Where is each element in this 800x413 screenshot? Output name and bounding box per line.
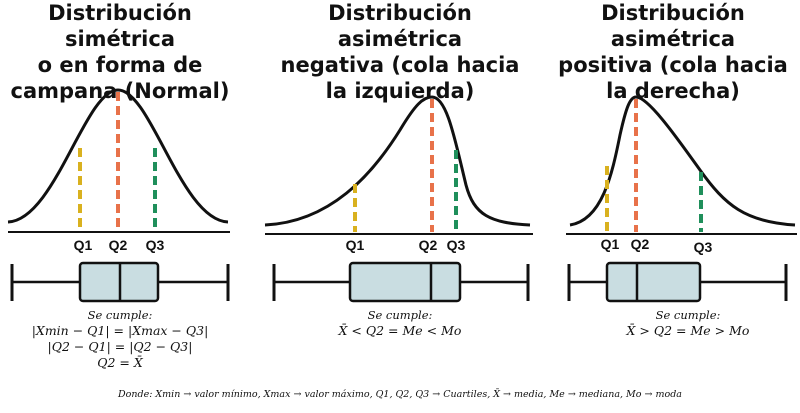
symmetric-condition-header: Se cumple: <box>87 308 153 322</box>
positive-skew-title-line-2: positiva (cola hacia <box>558 53 788 77</box>
negative-skew-q3-label: Q3 <box>447 237 466 253</box>
positive-skew-boxplot-box <box>605 261 702 303</box>
symmetric-title-line-1: Distribución simétrica <box>48 1 192 51</box>
negative-skew-q1-label: Q1 <box>346 237 365 253</box>
symmetric-conditions: Se cumple: |Xmin − Q1| = |Xmax − Q3| |Q2… <box>0 307 245 371</box>
positive-skew-panel-graphics: Q1 Q2 Q3 <box>566 95 797 303</box>
negative-skew-title-line-1: Distribución asimétrica <box>328 1 472 51</box>
positive-skew-title-line-3: la derecha) <box>606 79 740 103</box>
symmetric-condition-line: Q2 = X̄ <box>97 355 143 370</box>
footer-legend: Donde: Xmin → valor mínimo, Xmax → valor… <box>118 389 682 400</box>
symmetric-q2-label: Q2 <box>109 237 128 253</box>
positive-skew-condition-header: Se cumple: <box>655 308 721 322</box>
symmetric-q3-label: Q3 <box>146 237 165 253</box>
symmetric-q1-label: Q1 <box>74 237 93 253</box>
symmetric-title: Distribución simétrica o en forma de cam… <box>0 0 245 104</box>
positive-skew-title-line-1: Distribución asimétrica <box>601 1 745 51</box>
positive-skew-q1-label: Q1 <box>601 236 620 252</box>
negative-skew-title: Distribución asimétrica negativa (cola h… <box>275 0 525 104</box>
positive-skew-title: Distribución asimétrica positiva (cola h… <box>548 0 798 104</box>
positive-skew-q3-label: Q3 <box>694 239 713 255</box>
negative-skew-title-line-2: negativa (cola hacia <box>280 53 520 77</box>
positive-skew-curve <box>569 95 796 227</box>
negative-skew-conditions: Se cumple: X̄ < Q2 = Me < Mo <box>275 307 525 339</box>
symmetric-title-line-2: o en forma de <box>37 53 203 77</box>
negative-skew-boxplot-box <box>348 261 462 303</box>
positive-skew-q2-label: Q2 <box>631 236 650 252</box>
positive-skew-conditions: Se cumple: X̄ > Q2 = Me > Mo <box>563 307 800 339</box>
negative-skew-panel-graphics: Q1 Q2 Q3 <box>264 95 533 303</box>
negative-skew-curve <box>264 95 531 227</box>
symmetric-title-line-3: campana (Normal) <box>10 79 230 103</box>
symmetric-condition-line: |Q2 − Q1| = |Q2 − Q3| <box>47 339 193 354</box>
negative-skew-q2-label: Q2 <box>419 237 438 253</box>
negative-skew-condition-header: Se cumple: <box>367 308 433 322</box>
negative-skew-condition-line: X̄ < Q2 = Me < Mo <box>338 323 462 338</box>
symmetric-curve <box>7 88 229 224</box>
symmetric-panel-graphics: Q1 Q2 Q3 <box>7 88 230 303</box>
positive-skew-condition-line: X̄ > Q2 = Me > Mo <box>626 323 750 338</box>
symmetric-condition-line: |Xmin − Q1| = |Xmax − Q3| <box>31 323 209 338</box>
negative-skew-title-line-3: la izquierda) <box>325 79 475 103</box>
